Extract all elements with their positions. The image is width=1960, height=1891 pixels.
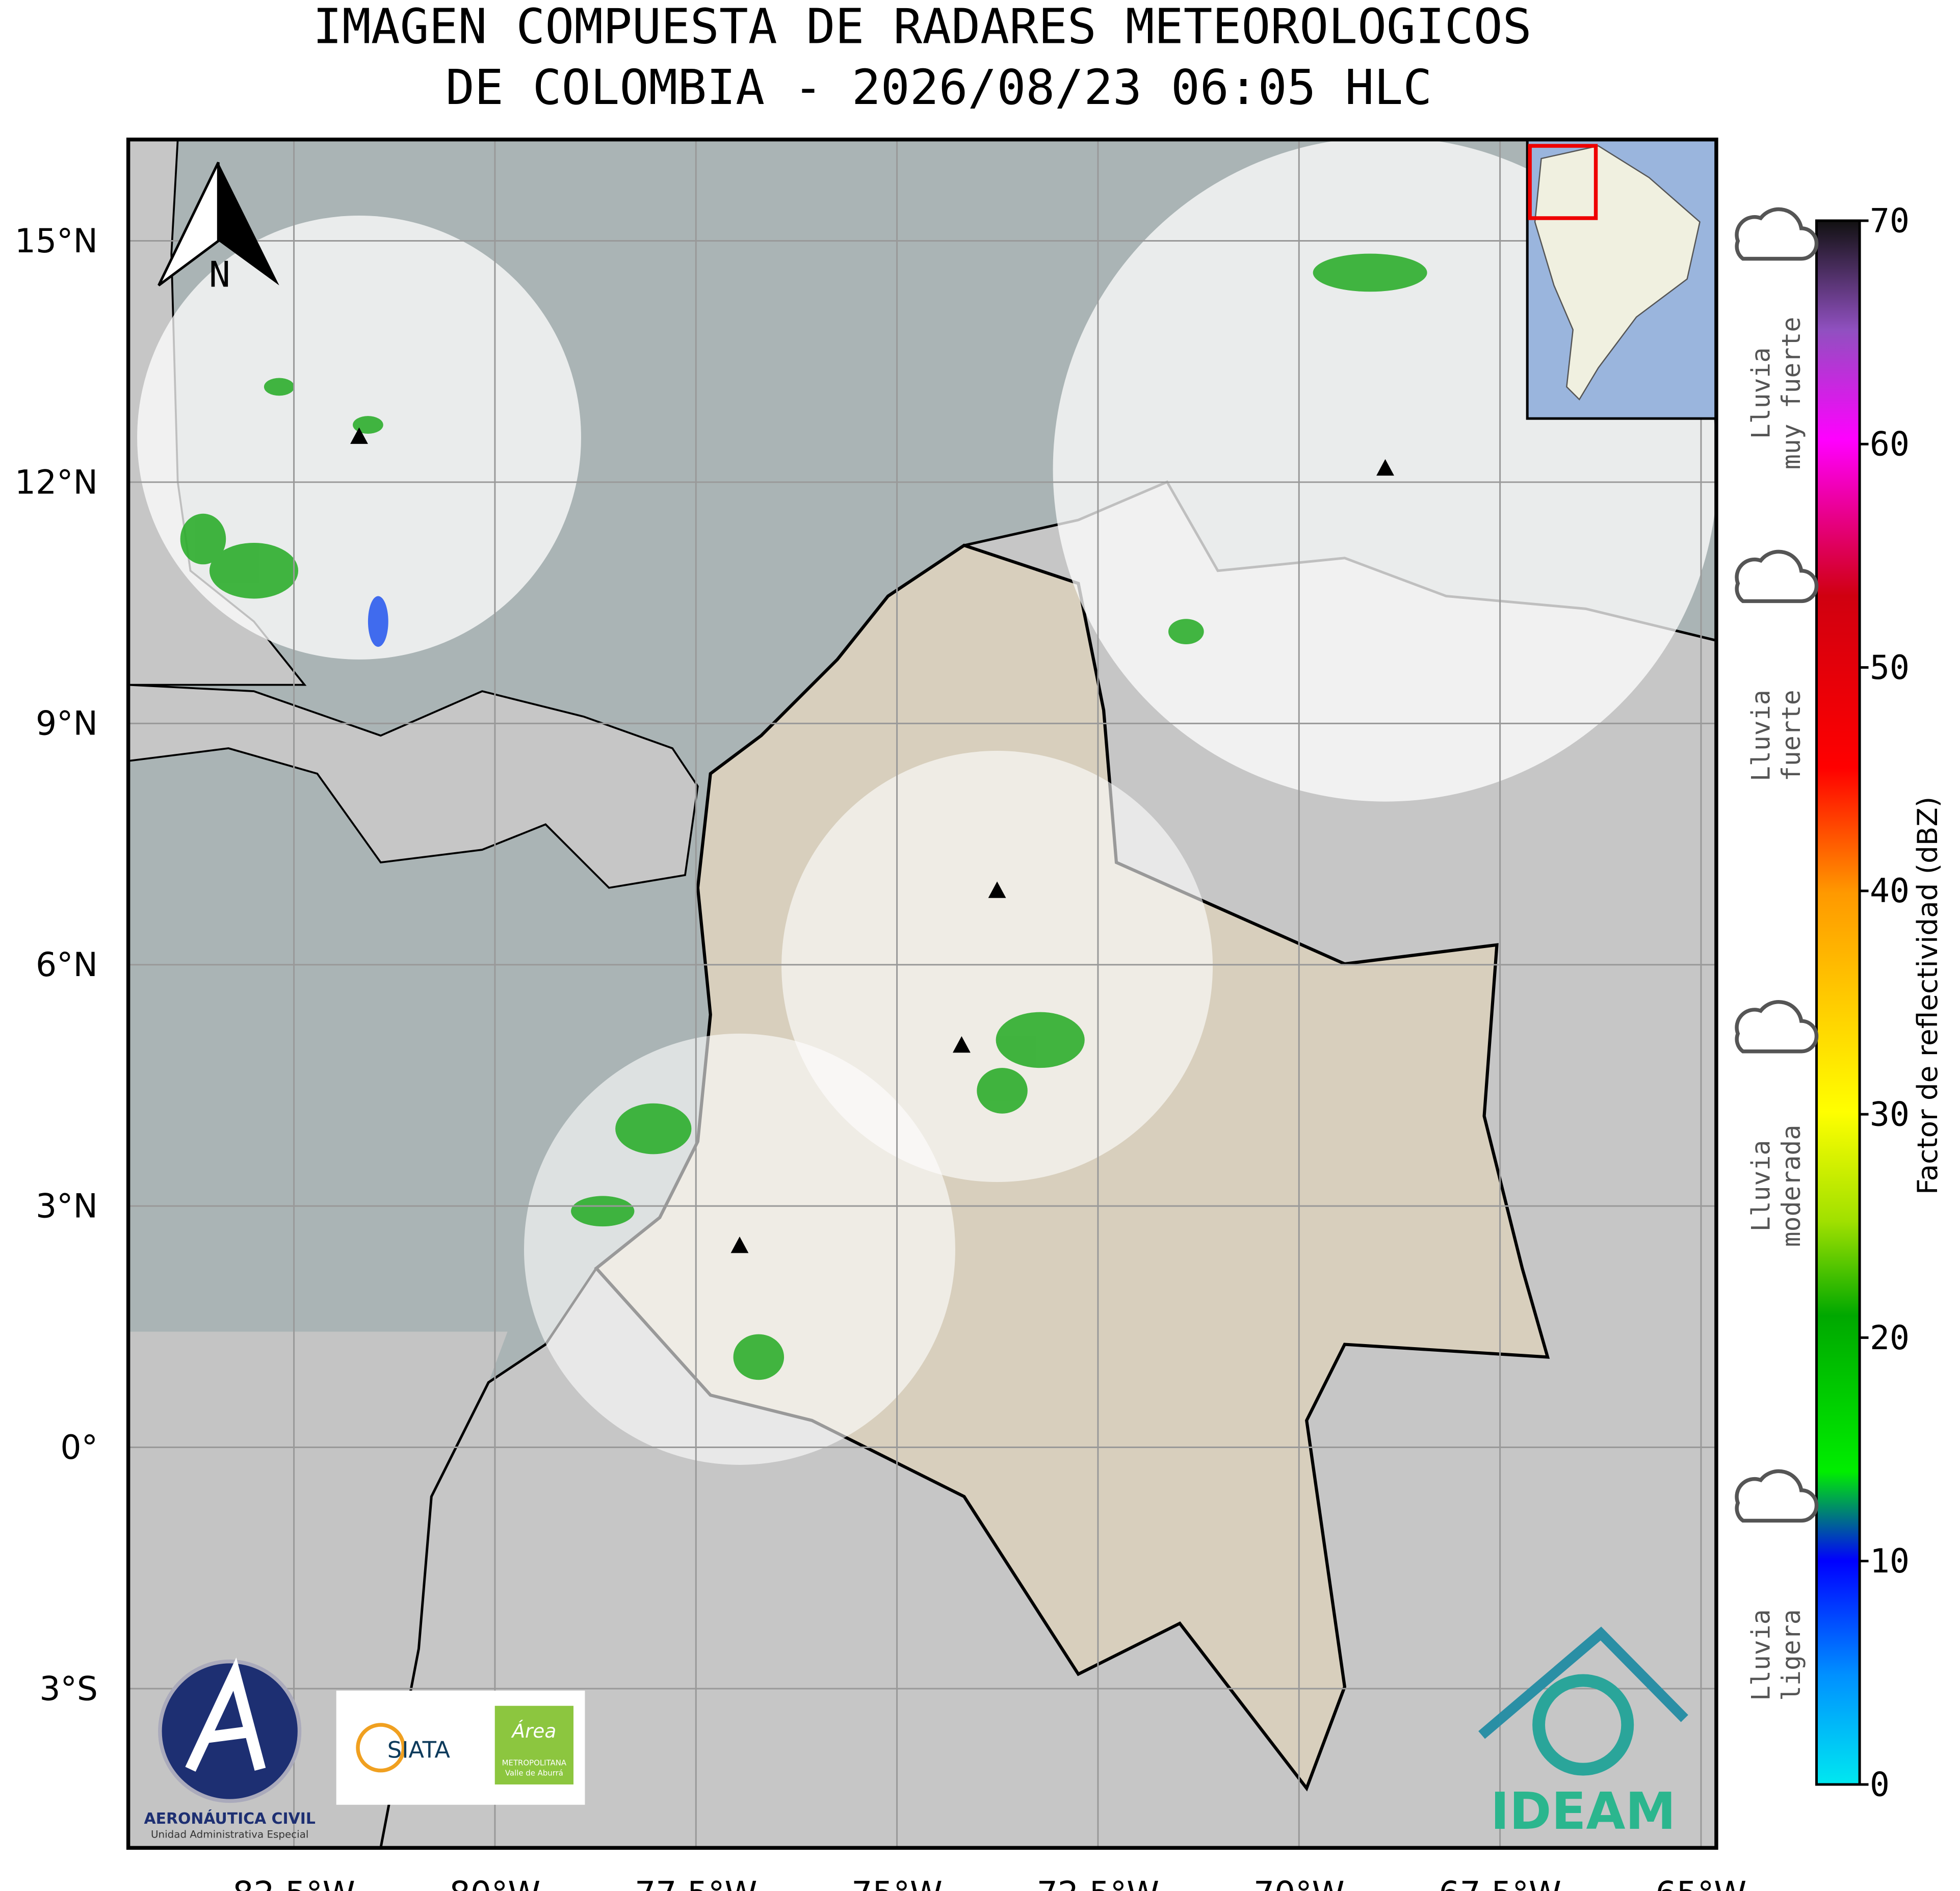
colorbar-tick-label: 60 xyxy=(1870,426,1910,464)
logo-text: Valle de Aburrá xyxy=(505,1769,563,1778)
logo-text: AERONÁUTICA CIVIL xyxy=(144,1809,316,1828)
rain-icon xyxy=(1735,549,1819,603)
rain-category-label: Lluvia xyxy=(1746,1140,1775,1232)
x-tick-label: 80°W xyxy=(450,1875,541,1891)
axes: 82.5°W 80°W 77.5°W 75°W 72.5°W 70°W 67.5°W 65°W… xyxy=(15,222,1746,1891)
colorbar xyxy=(1815,219,1861,1786)
rain-icon xyxy=(1735,1000,1819,1054)
colorbar-tick-label: 40 xyxy=(1870,872,1910,910)
north-label: N xyxy=(209,254,230,295)
radar-coverage xyxy=(781,751,1213,1183)
logo-text: SIATA xyxy=(387,1737,451,1764)
rain-category-label: Lluvia xyxy=(1746,690,1775,781)
x-tick-label: 75°W xyxy=(851,1875,943,1891)
colorbar-axis: 0 10 20 30 40 50 60 70 xyxy=(1860,202,1910,1804)
x-tick-label: 77.5°W xyxy=(635,1875,757,1891)
y-tick-label: 3°S xyxy=(39,1670,98,1708)
x-tick-label: 67.5°W xyxy=(1439,1875,1561,1891)
rain-category-label: Lluvia xyxy=(1746,348,1775,439)
map-frame xyxy=(126,137,1718,1850)
y-tick-label: 9°N xyxy=(36,705,98,743)
colorbar-tick-label: 50 xyxy=(1870,649,1910,687)
rain-category-label: moderada xyxy=(1776,1125,1806,1247)
colorbar-tick-label: 10 xyxy=(1870,1542,1910,1581)
graticule xyxy=(128,139,1716,1848)
logo-text: Unidad Administrativa Especial xyxy=(151,1828,308,1840)
rain-category-label: ligera xyxy=(1776,1609,1806,1701)
logo-text: IDEAM xyxy=(1491,1782,1676,1841)
rain-category-label: muy fuerte xyxy=(1776,317,1806,470)
radar-sites xyxy=(350,427,1394,1253)
x-tick-label: 82.5°W xyxy=(232,1875,355,1891)
y-tick-label: 15°N xyxy=(15,222,98,260)
rain-icon xyxy=(1735,1469,1819,1523)
title-line: DE COLOMBIA - 2026/08/23 06:05 HLC xyxy=(446,60,1432,116)
rain-icon xyxy=(1735,207,1819,261)
y-tick-label: 6°N xyxy=(36,946,98,984)
logo-text: Área xyxy=(511,1720,557,1742)
colorbar-tick-label: 30 xyxy=(1870,1096,1910,1134)
colorbar-tick-label: 20 xyxy=(1870,1319,1910,1357)
y-tick-label: 0° xyxy=(60,1429,98,1467)
land xyxy=(128,684,699,889)
inset xyxy=(1526,139,1716,420)
x-tick-label: 70°W xyxy=(1253,1875,1345,1891)
rain-category-label: fuerte xyxy=(1776,690,1806,781)
colorbar-label: Factor de reflectividad (dBZ) xyxy=(1911,797,1944,1195)
echoes xyxy=(180,253,1427,1380)
colorbar-tick-label: 70 xyxy=(1870,202,1910,240)
y-tick-label: 3°N xyxy=(36,1188,98,1226)
rain-category-label: Lluvia xyxy=(1746,1609,1775,1701)
logo-text: METROPOLITANA xyxy=(502,1758,567,1768)
logos: AERONÁUTICA CIVIL Unidad Administrativa … xyxy=(144,1626,1688,1841)
y-tick-label: 12°N xyxy=(15,463,98,502)
title-line: IMAGEN COMPUESTA DE RADARES METEOROLOGIC… xyxy=(313,0,1532,55)
colorbar-tick-label: 0 xyxy=(1870,1766,1890,1804)
x-tick-label: 72.5°W xyxy=(1037,1875,1159,1891)
map-area xyxy=(128,139,1716,1848)
x-tick-label: 65°W xyxy=(1656,1875,1747,1891)
